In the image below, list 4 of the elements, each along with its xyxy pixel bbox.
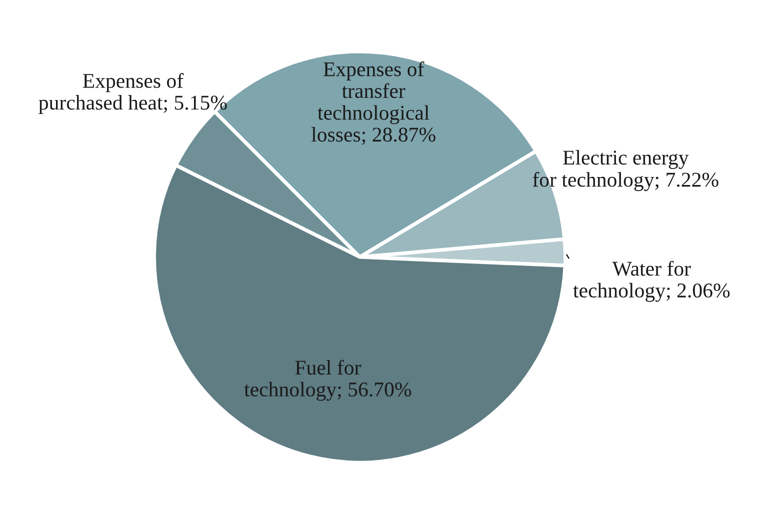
- slice-label: Expenses of transfer technological losses; 28.87%: [311, 61, 436, 145]
- slice-label: Fuel for technology; 56.70%: [244, 360, 412, 401]
- slice-label: Water for technology; 2.06%: [573, 260, 730, 302]
- slice-label: Expenses of purchased heat; 5.15%: [38, 73, 227, 114]
